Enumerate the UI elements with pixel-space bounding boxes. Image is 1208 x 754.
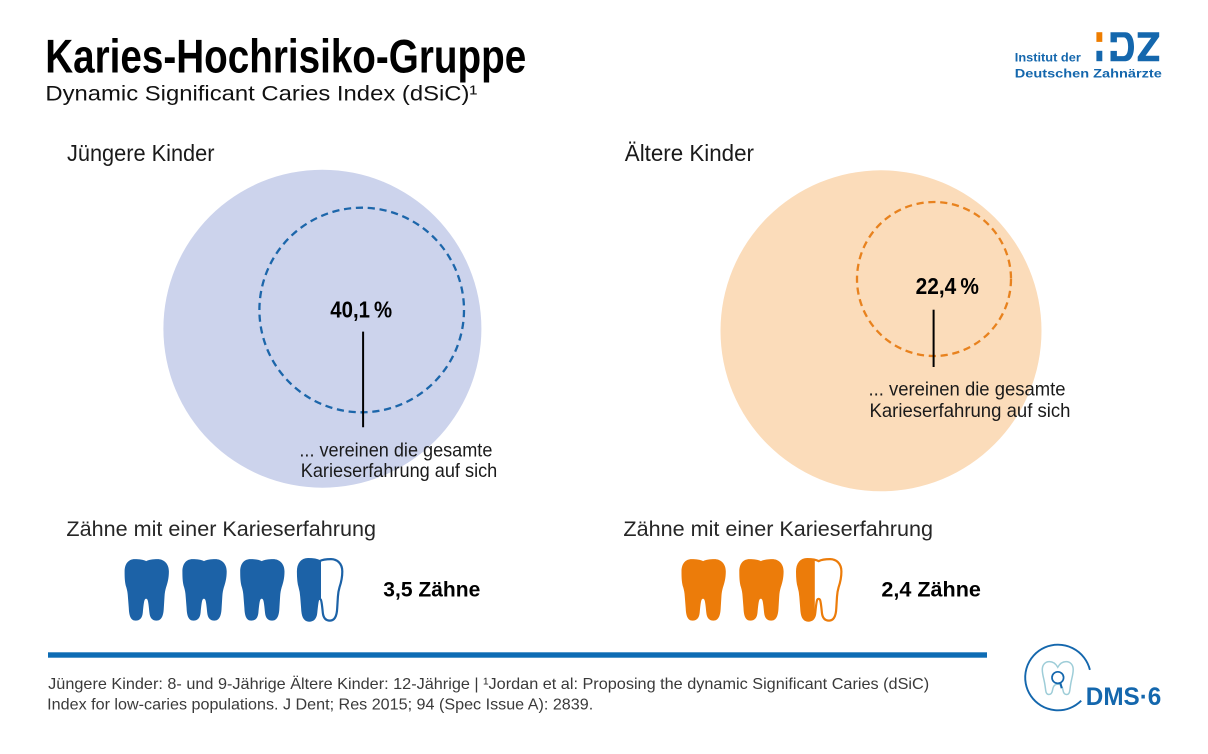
svg-text:22,4 %: 22,4 % (916, 273, 979, 299)
svg-text:Deutschen Zahnärzte: Deutschen Zahnärzte (1015, 67, 1162, 81)
svg-text:Jüngere Kinder: Jüngere Kinder (67, 140, 215, 166)
svg-text:Zähne mit einer Karieserfahrun: Zähne mit einer Karieserfahrung (66, 517, 376, 541)
svg-text:... vereinen die gesamte: ... vereinen die gesamte (299, 439, 492, 461)
svg-text:Ältere Kinder: Ältere Kinder (625, 140, 755, 166)
svg-text:Karies-Hochrisiko-Gruppe: Karies-Hochrisiko-Gruppe (45, 29, 526, 82)
svg-text:Institut der: Institut der (1015, 50, 1081, 64)
svg-text:Index for low-caries populatio: Index for low-caries populations. J Dent… (47, 697, 593, 714)
svg-text:3,5 Zähne: 3,5 Zähne (383, 578, 480, 601)
svg-text:... vereinen die gesamte: ... vereinen die gesamte (869, 379, 1066, 401)
svg-text:Zähne mit einer Karieserfahrun: Zähne mit einer Karieserfahrung (623, 517, 933, 541)
svg-text:Karieserfahrung auf sich: Karieserfahrung auf sich (870, 400, 1071, 422)
svg-text:2,4 Zähne: 2,4 Zähne (881, 578, 981, 601)
svg-text:Jüngere Kinder: 8- und 9-Jähri: Jüngere Kinder: 8- und 9-Jährige Ältere … (48, 675, 929, 693)
svg-text:40,1 %: 40,1 % (330, 297, 392, 323)
svg-text:DMS·6: DMS·6 (1086, 683, 1162, 711)
svg-text:Dynamic Significant Caries Ind: Dynamic Significant Caries Index (dSiC)¹ (45, 81, 477, 105)
svg-text:Karieserfahrung auf sich: Karieserfahrung auf sich (301, 460, 498, 482)
